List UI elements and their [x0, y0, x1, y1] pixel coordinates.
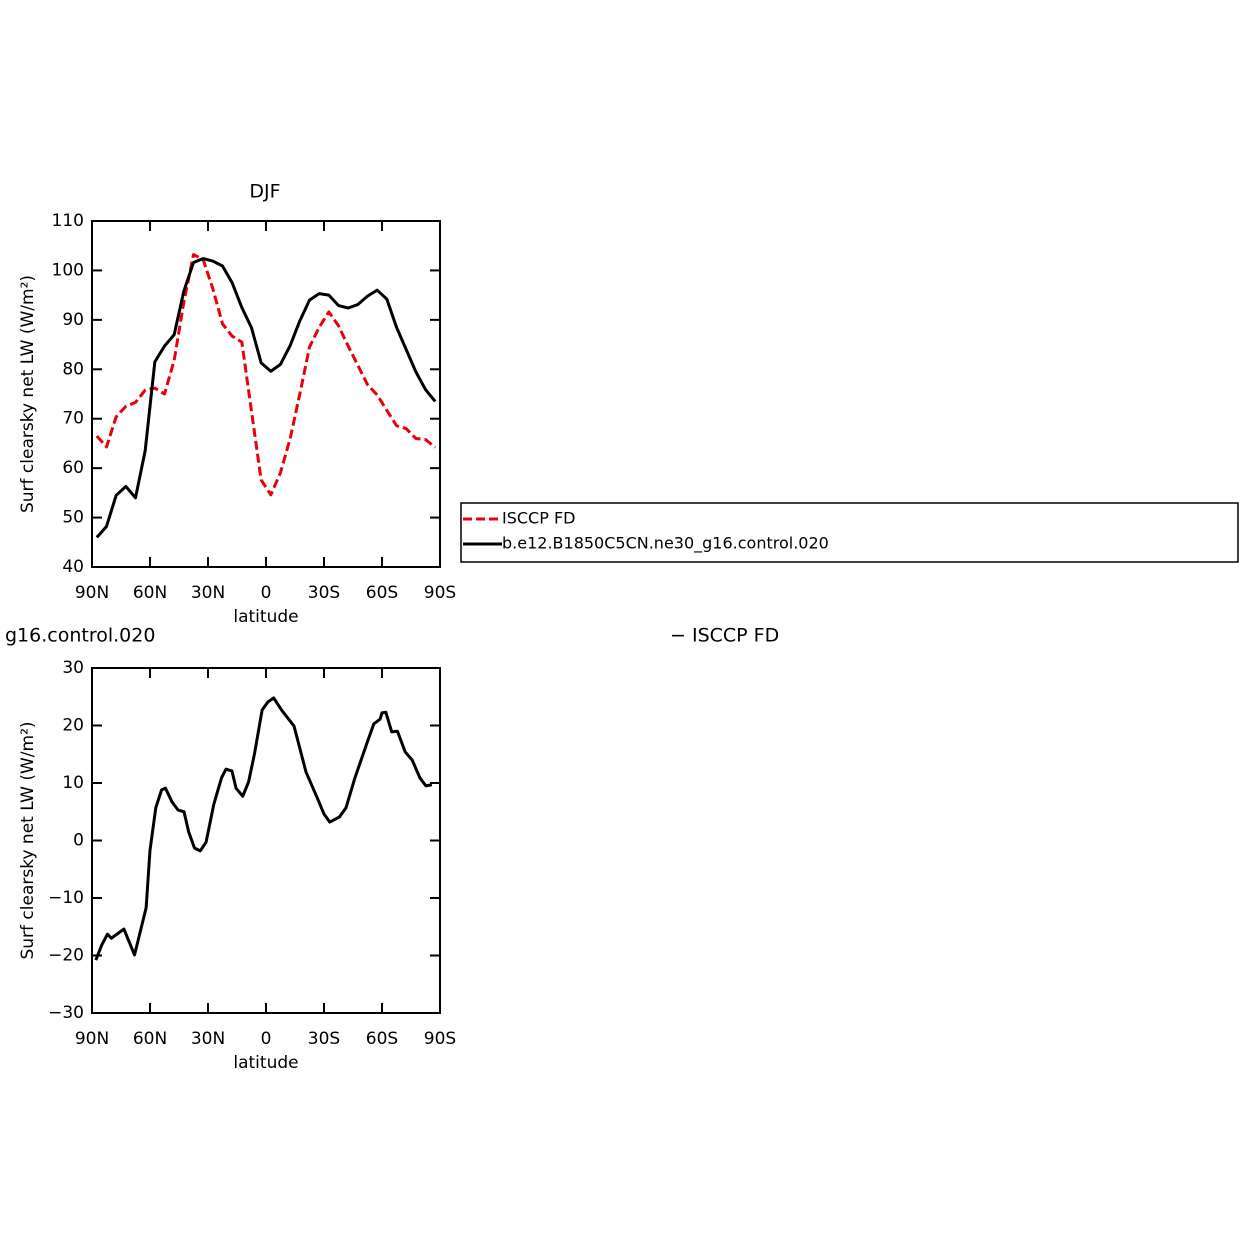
chart-title: DJF: [249, 181, 280, 203]
y-tick-label: −30: [48, 1003, 84, 1023]
y-tick-label: 90: [62, 310, 84, 330]
y-tick-label: 50: [62, 508, 84, 528]
x-tick-label: 60S: [366, 583, 398, 603]
y-tick-label: 110: [52, 211, 84, 231]
y-tick-label: 20: [62, 716, 84, 736]
y-tick-label: 40: [62, 557, 84, 577]
x-tick-label: 0: [261, 1029, 272, 1049]
legend-box: [460, 502, 1239, 563]
legend-label: ISCCP FD: [502, 509, 575, 528]
y-tick-label: 0: [73, 831, 84, 851]
x-tick-label: 30N: [191, 1029, 225, 1049]
y-tick-label: −20: [48, 946, 84, 966]
x-tick-label: 90S: [424, 1029, 456, 1049]
plot-frame: [91, 220, 441, 568]
x-tick-label: 60S: [366, 1029, 398, 1049]
x-tick-label: 0: [261, 583, 272, 603]
chart-title-left: g16.control.020: [5, 625, 155, 647]
x-axis-label: latitude: [233, 607, 298, 627]
y-tick-label: 60: [62, 458, 84, 478]
x-tick-label: 60N: [133, 1029, 167, 1049]
y-tick-label: 80: [62, 359, 84, 379]
y-tick-label: 10: [62, 773, 84, 793]
y-axis-label: Surf clearsky net LW (W/m²): [18, 275, 38, 513]
x-tick-label: 90S: [424, 583, 456, 603]
y-axis-label: Surf clearsky net LW (W/m²): [18, 721, 38, 959]
line-series: [94, 696, 433, 961]
y-tick-label: 30: [62, 658, 84, 678]
x-tick-label: 30N: [191, 583, 225, 603]
line-series: [95, 257, 437, 539]
chart-title-right: − ISCCP FD: [670, 625, 779, 647]
line-series: [95, 253, 437, 497]
legend-label: b.e12.B1850C5CN.ne30_g16.control.020: [502, 534, 829, 554]
x-tick-label: 90N: [75, 583, 109, 603]
y-tick-label: 70: [62, 409, 84, 429]
y-tick-label: −10: [48, 888, 84, 908]
x-tick-label: 30S: [308, 583, 340, 603]
x-tick-label: 90N: [75, 1029, 109, 1049]
x-axis-label: latitude: [233, 1053, 298, 1073]
x-tick-label: 30S: [308, 1029, 340, 1049]
x-tick-label: 60N: [133, 583, 167, 603]
y-tick-label: 100: [52, 260, 84, 280]
